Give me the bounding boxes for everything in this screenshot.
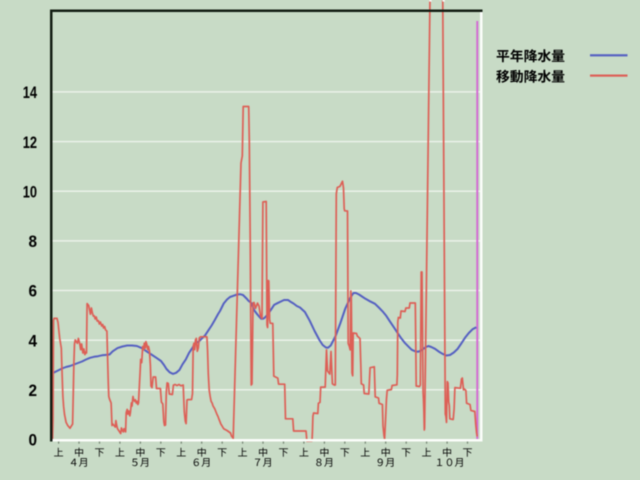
svg-text:14: 14: [23, 85, 38, 103]
svg-text:0: 0: [28, 432, 37, 450]
svg-text:10: 10: [23, 184, 37, 202]
svg-text:8: 8: [28, 234, 37, 252]
svg-text:4: 4: [28, 333, 37, 351]
svg-text:12: 12: [23, 134, 37, 152]
svg-text:6: 6: [28, 283, 37, 301]
svg-text:2: 2: [28, 383, 37, 401]
